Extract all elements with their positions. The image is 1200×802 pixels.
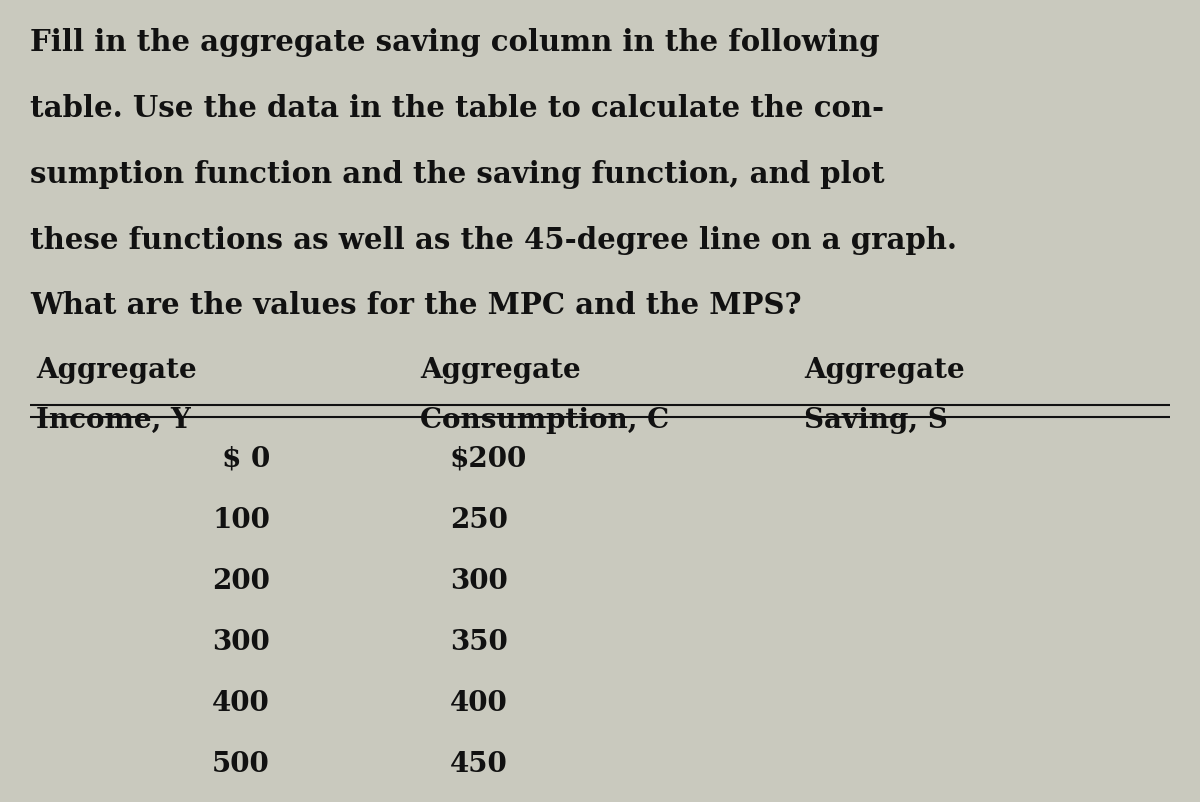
Text: 450: 450 (450, 750, 508, 777)
Text: 400: 400 (212, 689, 270, 716)
Text: Aggregate: Aggregate (804, 357, 965, 384)
Text: 300: 300 (212, 628, 270, 655)
Text: Income, Y: Income, Y (36, 407, 191, 434)
Text: these functions as well as the 45-degree line on a graph.: these functions as well as the 45-degree… (30, 225, 958, 254)
Text: 300: 300 (450, 567, 508, 594)
Text: 100: 100 (212, 506, 270, 533)
Text: Consumption, C: Consumption, C (420, 407, 670, 434)
Text: 400: 400 (450, 689, 508, 716)
Text: $200: $200 (450, 445, 527, 472)
Text: Saving, S: Saving, S (804, 407, 948, 434)
Text: table. Use the data in the table to calculate the con-: table. Use the data in the table to calc… (30, 94, 884, 123)
Text: 350: 350 (450, 628, 508, 655)
Text: Aggregate: Aggregate (36, 357, 197, 384)
Text: What are the values for the MPC and the MPS?: What are the values for the MPC and the … (30, 291, 802, 320)
Text: 500: 500 (212, 750, 270, 777)
Text: 250: 250 (450, 506, 508, 533)
Text: sumption function and the saving function, and plot: sumption function and the saving functio… (30, 160, 884, 188)
Text: $ 0: $ 0 (222, 445, 270, 472)
Text: Fill in the aggregate saving column in the following: Fill in the aggregate saving column in t… (30, 28, 880, 57)
Text: Aggregate: Aggregate (420, 357, 581, 384)
Text: 200: 200 (212, 567, 270, 594)
